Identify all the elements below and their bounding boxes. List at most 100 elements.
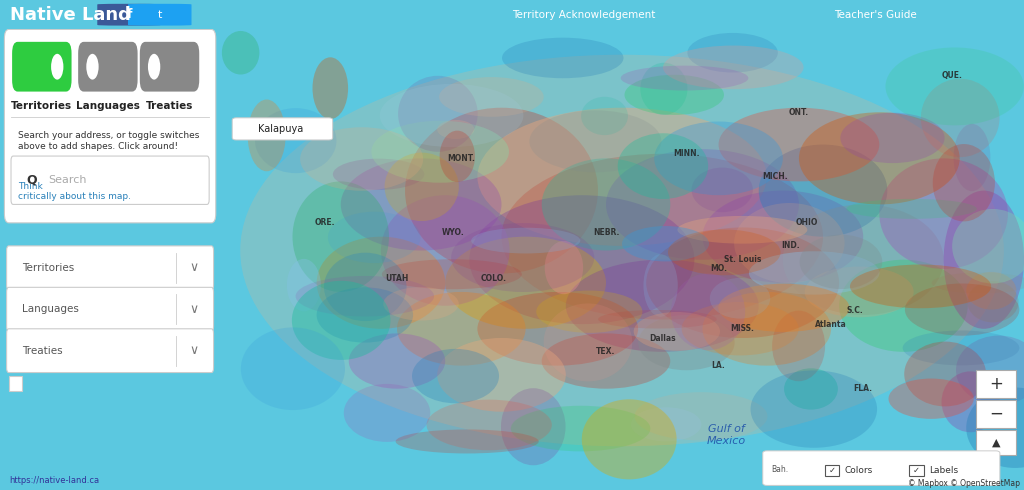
Ellipse shape (255, 108, 337, 173)
Ellipse shape (643, 254, 678, 317)
Bar (824, 465, 839, 476)
Ellipse shape (968, 281, 1019, 322)
Ellipse shape (222, 31, 259, 74)
Ellipse shape (663, 46, 804, 89)
Text: Atlanta: Atlanta (815, 319, 847, 329)
Ellipse shape (903, 330, 1019, 366)
Ellipse shape (956, 336, 1024, 405)
Text: Teacher's Guide: Teacher's Guide (835, 10, 918, 20)
Ellipse shape (502, 38, 624, 78)
Ellipse shape (426, 400, 552, 450)
Text: Q: Q (27, 174, 37, 187)
Ellipse shape (412, 349, 499, 403)
Text: Labels: Labels (929, 466, 958, 475)
Text: Territory Acknowledgement: Territory Acknowledgement (512, 10, 655, 20)
Text: UTAH: UTAH (385, 273, 409, 283)
FancyBboxPatch shape (6, 246, 214, 290)
Text: MISS.: MISS. (731, 324, 755, 333)
Text: FLA.: FLA. (854, 384, 872, 393)
Text: WYO.: WYO. (442, 227, 465, 237)
Ellipse shape (542, 333, 671, 389)
Ellipse shape (545, 241, 583, 294)
Ellipse shape (953, 124, 990, 191)
Ellipse shape (383, 287, 459, 320)
Ellipse shape (967, 272, 1017, 310)
Ellipse shape (542, 158, 671, 250)
Ellipse shape (502, 154, 823, 319)
Ellipse shape (469, 195, 694, 324)
Ellipse shape (452, 223, 594, 292)
Ellipse shape (537, 291, 642, 333)
Ellipse shape (941, 371, 999, 432)
Ellipse shape (886, 48, 1024, 125)
Ellipse shape (349, 333, 445, 389)
FancyBboxPatch shape (140, 42, 200, 92)
Ellipse shape (606, 149, 799, 260)
Ellipse shape (437, 338, 566, 412)
FancyBboxPatch shape (6, 287, 214, 331)
FancyBboxPatch shape (976, 430, 1016, 456)
Ellipse shape (296, 276, 434, 317)
Ellipse shape (678, 216, 807, 244)
Text: Languages: Languages (76, 101, 140, 111)
FancyBboxPatch shape (78, 42, 137, 92)
Text: Search your address, or toggle switches
above to add shapes. Click around!: Search your address, or toggle switches … (17, 131, 199, 150)
Text: f: f (126, 8, 132, 21)
Ellipse shape (783, 204, 944, 315)
Ellipse shape (471, 228, 581, 253)
Ellipse shape (631, 407, 701, 441)
Text: QUE.: QUE. (941, 71, 963, 80)
Text: LA.: LA. (712, 361, 725, 370)
Ellipse shape (544, 303, 632, 381)
Ellipse shape (566, 260, 759, 352)
Ellipse shape (477, 108, 767, 246)
Ellipse shape (316, 287, 413, 343)
Text: Bah.: Bah. (771, 465, 787, 474)
Text: +: + (989, 375, 1002, 393)
Text: ▲: ▲ (991, 438, 1000, 447)
Ellipse shape (784, 368, 838, 410)
Text: ∨: ∨ (189, 303, 199, 316)
Ellipse shape (397, 292, 525, 366)
Text: Languages: Languages (23, 304, 79, 315)
Text: ⁠t: ⁠t (158, 10, 162, 20)
Ellipse shape (638, 315, 734, 370)
Ellipse shape (241, 55, 1004, 446)
Bar (9, 376, 23, 391)
Ellipse shape (718, 284, 850, 332)
FancyBboxPatch shape (4, 29, 216, 223)
Ellipse shape (385, 152, 459, 221)
Text: Dallas: Dallas (649, 334, 676, 343)
Circle shape (51, 54, 63, 79)
Ellipse shape (529, 110, 662, 172)
Text: Colors: Colors (845, 466, 873, 475)
Ellipse shape (799, 112, 959, 204)
Ellipse shape (287, 259, 321, 311)
Ellipse shape (395, 429, 539, 453)
Ellipse shape (316, 237, 445, 329)
Ellipse shape (511, 406, 650, 451)
FancyBboxPatch shape (97, 4, 161, 25)
Ellipse shape (646, 227, 839, 338)
Ellipse shape (439, 131, 475, 182)
FancyBboxPatch shape (232, 118, 333, 140)
Ellipse shape (333, 159, 424, 190)
Ellipse shape (751, 370, 878, 448)
Text: https://native-land.ca: https://native-land.ca (9, 476, 99, 486)
Ellipse shape (248, 99, 286, 172)
Ellipse shape (341, 158, 502, 250)
Ellipse shape (300, 127, 423, 191)
Ellipse shape (850, 265, 991, 308)
Ellipse shape (734, 203, 845, 283)
Ellipse shape (501, 388, 565, 466)
Ellipse shape (621, 66, 749, 91)
Text: Gulf of
Mexico: Gulf of Mexico (707, 424, 746, 445)
Ellipse shape (710, 278, 770, 318)
Ellipse shape (445, 237, 606, 329)
Ellipse shape (293, 181, 389, 292)
FancyBboxPatch shape (976, 370, 1016, 398)
Ellipse shape (772, 311, 825, 381)
Ellipse shape (759, 145, 888, 237)
Ellipse shape (805, 267, 913, 318)
Text: OHIO: OHIO (796, 219, 818, 227)
